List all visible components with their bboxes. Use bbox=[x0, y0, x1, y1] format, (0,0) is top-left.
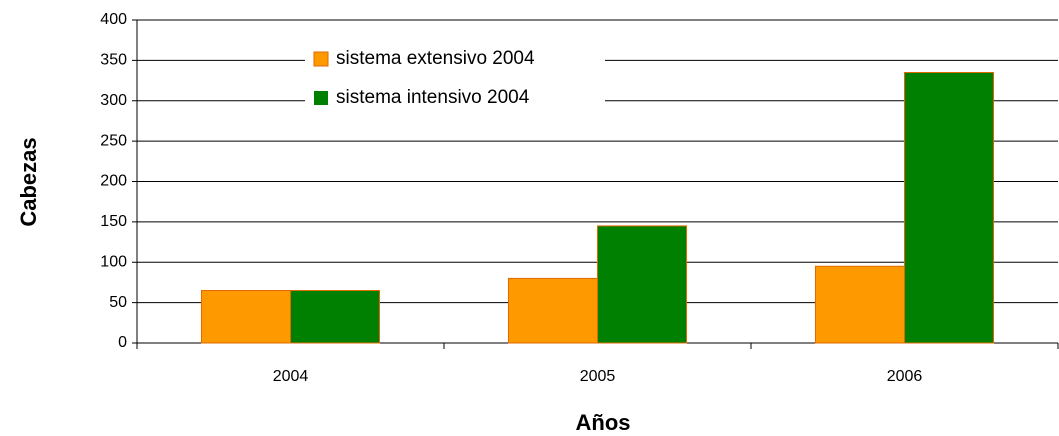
y-tick-label: 250 bbox=[100, 132, 127, 149]
legend-background bbox=[305, 42, 605, 117]
y-tick-label: 400 bbox=[100, 11, 127, 28]
y-tick-label: 150 bbox=[100, 213, 127, 230]
y-tick-label: 0 bbox=[118, 334, 127, 351]
x-tick-label: 2005 bbox=[580, 368, 616, 385]
bar bbox=[507, 277, 598, 344]
bar bbox=[814, 265, 905, 344]
y-tick-label: 350 bbox=[100, 52, 127, 69]
x-tick-label: 2006 bbox=[887, 368, 923, 385]
legend-label: sistema extensivo 2004 bbox=[336, 48, 535, 69]
y-tick-label: 300 bbox=[100, 92, 127, 109]
bar bbox=[290, 290, 381, 344]
y-axis-title: Cabezas bbox=[16, 137, 41, 226]
y-tick-label: 50 bbox=[109, 294, 127, 311]
legend-label: sistema intensivo 2004 bbox=[336, 87, 530, 108]
x-tick-label: 2004 bbox=[273, 368, 309, 385]
bar bbox=[904, 71, 995, 344]
bar bbox=[200, 290, 291, 344]
legend-swatch bbox=[313, 51, 329, 67]
x-axis-title: Años bbox=[576, 410, 631, 435]
bar bbox=[597, 225, 688, 344]
y-tick-label: 200 bbox=[100, 173, 127, 190]
y-tick-label: 100 bbox=[100, 253, 127, 270]
legend-swatch bbox=[314, 91, 328, 105]
